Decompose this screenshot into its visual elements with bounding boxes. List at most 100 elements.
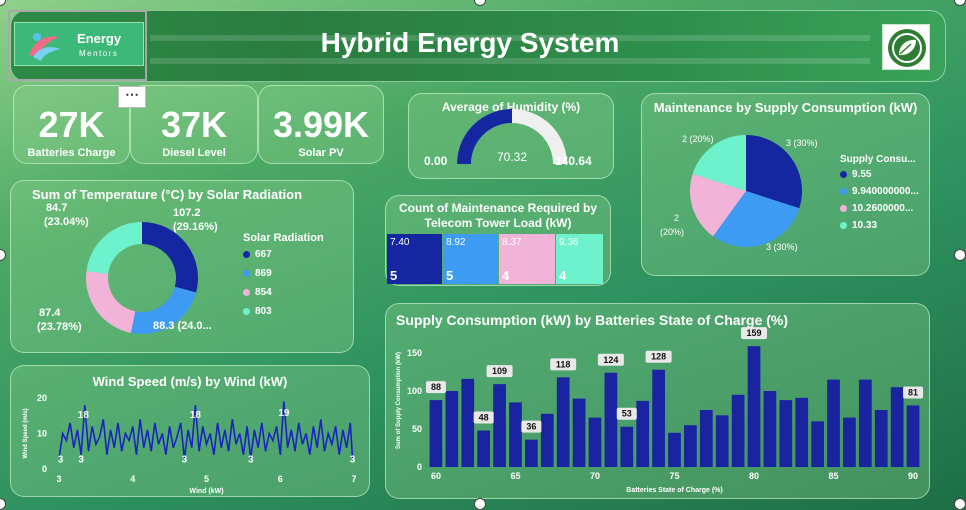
tile-count: 5 bbox=[390, 268, 398, 283]
resize-handle[interactable] bbox=[0, 0, 6, 6]
legend-item[interactable]: 10.33 bbox=[840, 220, 877, 231]
treemap-tile[interactable]: 7.40 5 bbox=[387, 234, 442, 284]
kpi-value: 27K bbox=[38, 104, 105, 145]
tile-count: 4 bbox=[559, 268, 567, 283]
legend-dot bbox=[243, 251, 250, 258]
bar bbox=[509, 402, 522, 467]
pie-slice bbox=[690, 173, 746, 237]
humidity-panel[interactable]: Average of Humidity (%) 0.00 70.32 140.6… bbox=[408, 93, 614, 179]
bar bbox=[556, 377, 570, 467]
data-label: 19 bbox=[278, 408, 290, 419]
y-tick-label: 100 bbox=[407, 386, 422, 396]
legend-title: Solar Radiation bbox=[243, 232, 324, 244]
bar bbox=[747, 346, 761, 467]
tile-load: 7.40 bbox=[390, 237, 410, 248]
legend-item[interactable]: 10.2600000... bbox=[840, 203, 913, 214]
resize-handle[interactable] bbox=[0, 249, 6, 261]
bar bbox=[874, 410, 888, 467]
y-tick-label: 50 bbox=[412, 424, 422, 434]
slice-value-label: 88.3 (24.0... bbox=[153, 320, 212, 332]
tile-load: 8.92 bbox=[446, 237, 466, 248]
donut-slice bbox=[86, 222, 142, 274]
header-stripe-lower bbox=[150, 58, 870, 64]
data-label: 48 bbox=[479, 413, 489, 423]
bar bbox=[715, 415, 729, 467]
bar bbox=[477, 430, 491, 467]
slice-percent-label: (20%) bbox=[660, 227, 684, 237]
bar bbox=[763, 391, 777, 467]
tile-count: 5 bbox=[446, 268, 454, 283]
bar bbox=[731, 394, 745, 467]
wind-panel[interactable]: Wind Speed (m/s) by Wind (kW) 0 10 20 3 4 5 6 7… bbox=[10, 365, 370, 497]
supply-bar-panel[interactable]: Supply Consumption (kW) by Batteries Sta… bbox=[385, 303, 930, 499]
data-label: 118 bbox=[556, 359, 571, 369]
resize-handle[interactable] bbox=[954, 498, 966, 510]
data-label: 18 bbox=[78, 410, 90, 421]
donut-slice bbox=[142, 222, 198, 293]
legend-item[interactable]: 803 bbox=[243, 306, 272, 317]
legend-item[interactable]: 667 bbox=[243, 249, 272, 260]
kpi-card-diesel[interactable]: 37K Diesel Level bbox=[130, 85, 258, 164]
logo-icon bbox=[29, 33, 61, 61]
logo-tile[interactable]: Energy Mentors bbox=[14, 22, 144, 66]
maintenance-pie-chart: 3 (30%) 3 (30%) 2 (20%) 2 (20%) bbox=[660, 134, 818, 252]
kpi-card-batteries[interactable]: 27K Batteries Charge bbox=[13, 85, 130, 164]
resize-handle[interactable] bbox=[0, 498, 6, 510]
more-options-button[interactable]: ⋯ bbox=[118, 86, 146, 108]
data-label: 36 bbox=[526, 422, 536, 432]
humidity-title: Average of Humidity (%) bbox=[441, 100, 581, 114]
legend-item[interactable]: 869 bbox=[243, 268, 272, 279]
legend-item[interactable]: 9.940000000... bbox=[840, 186, 919, 197]
temperature-panel[interactable]: Sum of Temperature (°C) by Solar Radiati… bbox=[10, 180, 354, 353]
maintenance-supply-panel[interactable]: Maintenance by Supply Consumption (kW) 3… bbox=[641, 93, 930, 276]
legend-title: Supply Consu... bbox=[840, 154, 916, 165]
kpi-card-solar[interactable]: 3.99K Solar PV bbox=[258, 85, 384, 164]
legend-item[interactable]: 854 bbox=[243, 287, 272, 298]
data-label: 18 bbox=[190, 410, 202, 421]
x-tick-label: 90 bbox=[908, 471, 918, 481]
slice-value-label: 2 (20%) bbox=[682, 134, 714, 144]
x-axis-label: Batteries State of Charge (%) bbox=[626, 487, 722, 494]
resize-handle[interactable] bbox=[474, 0, 486, 6]
data-label-bg bbox=[521, 420, 542, 433]
kpi-label: Diesel Level bbox=[162, 147, 226, 159]
data-label: 109 bbox=[492, 366, 507, 376]
legend-label: 803 bbox=[255, 306, 272, 317]
data-label-bg bbox=[425, 381, 446, 394]
x-tick-label: 70 bbox=[590, 471, 600, 481]
data-label: 3 bbox=[248, 454, 254, 465]
treemap-tile[interactable]: 8.37 4 bbox=[499, 234, 555, 284]
data-label-bg bbox=[486, 365, 513, 378]
header-stripe bbox=[150, 35, 870, 41]
ellipsis-icon: ⋯ bbox=[125, 86, 139, 102]
resize-handle[interactable] bbox=[954, 249, 966, 261]
bar bbox=[827, 379, 840, 467]
pie-slice bbox=[746, 135, 802, 209]
bar bbox=[604, 372, 618, 467]
x-tick-label: 75 bbox=[669, 471, 679, 481]
slice-value-label: 3 (30%) bbox=[786, 138, 818, 148]
data-label: 53 bbox=[622, 409, 632, 419]
tile-count: 4 bbox=[502, 268, 510, 283]
bar bbox=[858, 379, 872, 467]
resize-handle[interactable] bbox=[954, 0, 966, 6]
maintenance-count-panel[interactable]: Count of Maintenance Required by Telecom… bbox=[385, 195, 611, 286]
resize-handle[interactable] bbox=[474, 498, 486, 510]
bar bbox=[572, 398, 586, 467]
bar bbox=[890, 387, 904, 467]
legend-label: 667 bbox=[255, 249, 272, 260]
bar bbox=[540, 413, 554, 467]
bar bbox=[652, 369, 665, 467]
y-axis-label: Sum of Supply Consumption (kW) bbox=[396, 352, 402, 449]
leaf-icon bbox=[882, 24, 930, 70]
bar bbox=[811, 421, 824, 467]
kpi-label: Batteries Charge bbox=[27, 147, 116, 159]
bar bbox=[429, 400, 443, 467]
treemap-tile[interactable]: 9.36 4 bbox=[556, 234, 603, 284]
legend-dot bbox=[840, 205, 847, 212]
temperature-title: Sum of Temperature (°C) by Solar Radiati… bbox=[31, 187, 303, 202]
legend-item[interactable]: 9.55 bbox=[840, 169, 871, 180]
bar bbox=[620, 426, 634, 467]
bar bbox=[684, 425, 697, 467]
treemap-tile[interactable]: 8.92 5 bbox=[443, 234, 498, 284]
